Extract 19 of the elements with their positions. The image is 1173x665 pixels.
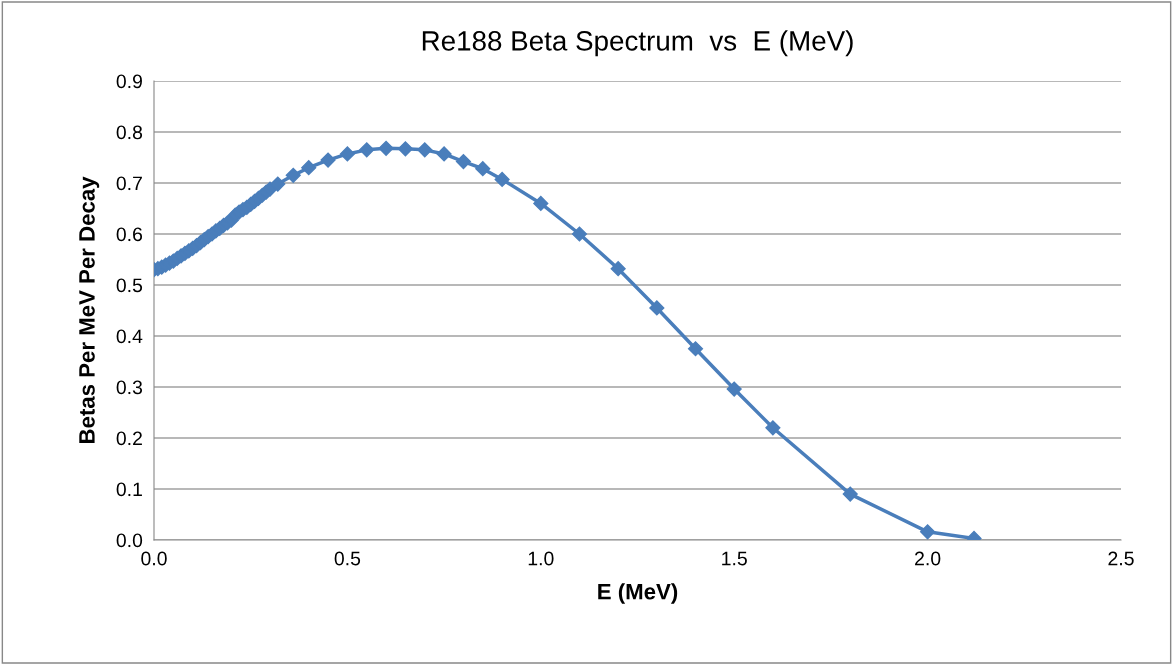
x-tick-label: 0.0 bbox=[141, 551, 167, 566]
x-tick-label: 2.0 bbox=[915, 551, 941, 566]
y-tick-label: 0.6 bbox=[116, 227, 143, 242]
x-tick-label: 1.5 bbox=[722, 551, 747, 566]
y-axis-title: Betas Per MeV Per Decay bbox=[79, 176, 100, 444]
chart-title: Re188 Beta Spectrum vs E (MeV) bbox=[422, 30, 853, 57]
x-axis-title: E (MeV) bbox=[598, 583, 678, 604]
y-tick-label: 0.9 bbox=[116, 74, 142, 89]
y-tick-label: 0.3 bbox=[116, 380, 143, 395]
y-tick-label: 0.5 bbox=[116, 278, 143, 293]
x-tick-label: 1.0 bbox=[528, 551, 554, 566]
y-tick-label: 0.4 bbox=[116, 329, 143, 344]
y-tick-label: 0.1 bbox=[116, 482, 142, 497]
y-tick-label: 0.2 bbox=[116, 431, 142, 446]
x-tick-label: 0.5 bbox=[334, 551, 361, 566]
y-tick-label: 0.7 bbox=[116, 176, 142, 191]
x-tick-label: 2.5 bbox=[1108, 551, 1134, 566]
y-tick-label: 0.0 bbox=[116, 533, 143, 548]
y-tick-label: 0.8 bbox=[116, 125, 143, 140]
